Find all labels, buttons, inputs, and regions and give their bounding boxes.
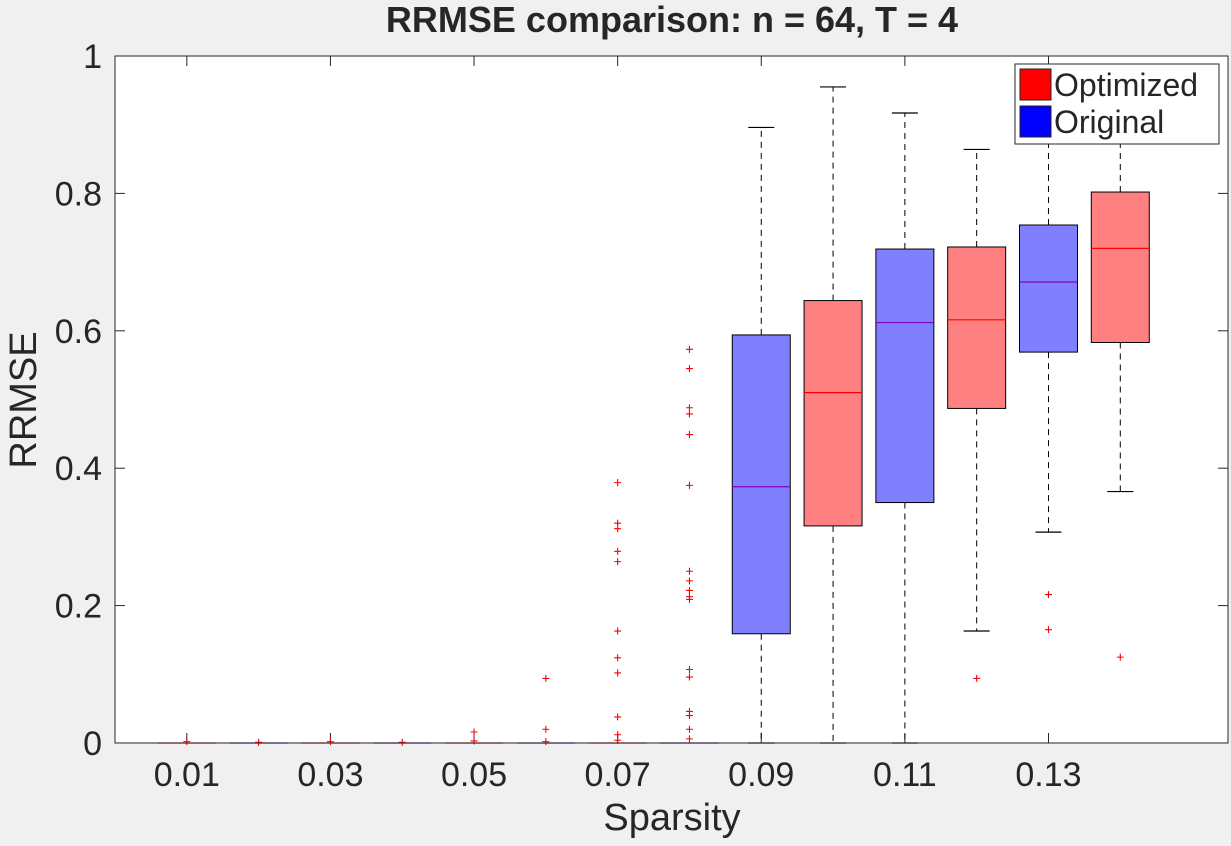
outlier-point	[542, 725, 550, 733]
legend-swatch-optimized	[1019, 68, 1052, 101]
box-iqr	[947, 246, 1007, 409]
outlier-point	[685, 665, 693, 673]
box-original	[875, 112, 935, 744]
x-tick-label: 0.09	[728, 756, 794, 794]
outlier-point	[326, 738, 334, 746]
plot-background	[115, 56, 1228, 743]
outlier-point	[685, 673, 693, 681]
outlier-point	[685, 586, 693, 594]
outlier-point	[685, 345, 693, 353]
y-tick-label: 1	[83, 38, 102, 76]
box-iqr	[875, 248, 935, 504]
chart-title: RRMSE comparison: n = 64, T = 4	[386, 0, 958, 40]
outlier-point	[614, 669, 622, 677]
outlier-point	[614, 654, 622, 662]
outlier-point	[1116, 653, 1124, 661]
axes-box	[114, 55, 1229, 744]
box-iqr	[731, 334, 791, 635]
outlier-point	[614, 627, 622, 635]
axis-labels: RRMSE comparison: n = 64, T = 4 Sparsity…	[3, 0, 958, 839]
outlier-point	[685, 577, 693, 585]
x-tick-label: 0.03	[297, 756, 363, 794]
box-optimized	[1090, 130, 1150, 661]
outlier-point	[685, 431, 693, 439]
outlier-point	[685, 595, 693, 603]
outlier-point	[685, 365, 693, 373]
outlier-point	[398, 738, 406, 746]
tick-labels: 0.01 0.03 0.05 0.07 0.09 0.11 0.13 0 0.2 0.4 0.6 0.…	[55, 38, 1082, 794]
axes-frame	[114, 55, 1229, 744]
outlier-point	[614, 558, 622, 566]
legend-label-optimized: Optimized	[1054, 67, 1198, 103]
box-iqr	[1090, 191, 1150, 343]
outlier-point	[1044, 626, 1052, 634]
outlier-point	[685, 735, 693, 743]
box-iqr	[803, 300, 863, 527]
x-tick-label: 0.05	[441, 756, 507, 794]
y-tick-label: 0	[83, 725, 102, 763]
plot-area	[115, 56, 1228, 743]
y-tick-label: 0.8	[55, 175, 102, 213]
outlier-point	[183, 738, 191, 746]
outlier-point	[614, 479, 622, 487]
x-tick-label: 0.07	[585, 756, 651, 794]
y-tick-label: 0.6	[55, 313, 102, 351]
y-tick-label: 0.4	[55, 450, 102, 488]
outlier-point	[685, 410, 693, 418]
x-tick-label: 0.01	[154, 756, 220, 794]
box-optimized	[947, 148, 1007, 682]
y-tick-label: 0.2	[55, 588, 102, 626]
legend-swatch-original	[1019, 105, 1052, 138]
box-original	[731, 126, 791, 744]
outlier-point	[614, 525, 622, 533]
outlier-point	[685, 725, 693, 733]
outlier-point	[542, 674, 550, 682]
outlier-point	[685, 404, 693, 412]
box-iqr	[1018, 224, 1078, 353]
x-tick-label: 0.13	[1015, 756, 1081, 794]
outlier-point	[614, 547, 622, 555]
y-axis-label: RRMSE	[3, 331, 45, 468]
outlier-point	[542, 738, 550, 746]
outlier-point	[685, 567, 693, 575]
outlier-point	[973, 674, 981, 682]
outlier-point	[255, 738, 263, 746]
box-original	[1018, 124, 1078, 634]
outlier-point	[614, 713, 622, 721]
outlier-point	[470, 728, 478, 736]
plot-data	[157, 86, 1150, 746]
legend: Optimized Original	[1014, 63, 1220, 145]
outlier-point	[1044, 591, 1052, 599]
legend-label-original: Original	[1054, 104, 1164, 140]
outlier-point	[685, 481, 693, 489]
x-tick-label: 0.11	[873, 756, 937, 794]
outlier-point	[685, 712, 693, 720]
x-axis-label: Sparsity	[603, 797, 740, 839]
